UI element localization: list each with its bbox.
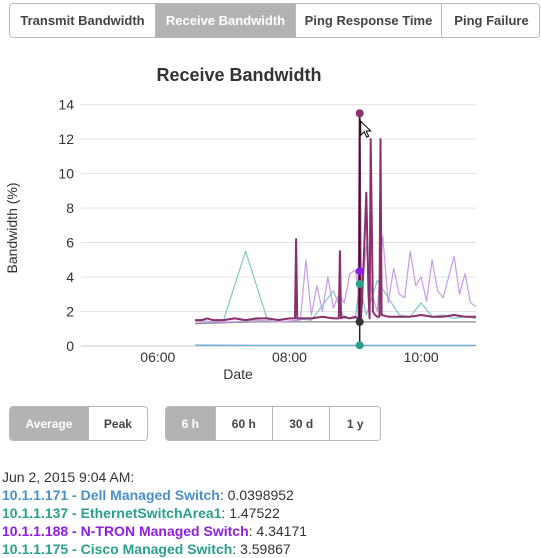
y-tick-label: 0 bbox=[66, 338, 74, 354]
x-axis-ticks: 06:00 08:00 10:00 bbox=[140, 349, 439, 365]
data-point-marker bbox=[356, 267, 364, 275]
receive-bandwidth-chart: Receive Bandwidth 0 2 4 6 8 10 12 14 06:00 08:00… bbox=[0, 50, 541, 390]
peak-button[interactable]: Peak bbox=[89, 407, 147, 440]
range-30d-button[interactable]: 30 d bbox=[273, 407, 330, 440]
y-tick-label: 12 bbox=[58, 131, 74, 147]
y-tick-label: 8 bbox=[66, 200, 74, 216]
data-point-marker bbox=[356, 341, 364, 349]
range-60h-button[interactable]: 60 h bbox=[216, 407, 273, 440]
x-axis-label: Date bbox=[223, 366, 253, 382]
readout-device: 10.1.1.171 - Dell Managed Switch bbox=[2, 487, 220, 503]
time-range-toggle: 6 h 60 h 30 d 1 y bbox=[165, 406, 381, 441]
y-tick-label: 10 bbox=[58, 166, 74, 182]
readout-timestamp: Jun 2, 2015 9:04 AM: bbox=[2, 468, 307, 486]
series-line bbox=[195, 113, 476, 320]
range-6h-button[interactable]: 6 h bbox=[166, 407, 216, 440]
tab-ping-failure[interactable]: Ping Failure bbox=[442, 4, 540, 37]
aggregation-toggle: Average Peak bbox=[9, 406, 148, 441]
y-tick-label: 4 bbox=[66, 269, 74, 285]
tab-receive-bandwidth[interactable]: Receive Bandwidth bbox=[156, 4, 296, 37]
readout-value: 1.47522 bbox=[229, 505, 280, 521]
readout-device: 10.1.1.137 - EthernetSwitchArea1 bbox=[2, 505, 221, 521]
chart-grid bbox=[81, 105, 476, 346]
chart-title: Receive Bandwidth bbox=[156, 65, 321, 85]
mouse-cursor-icon bbox=[361, 121, 371, 137]
y-axis-ticks: 0 2 4 6 8 10 12 14 bbox=[58, 97, 74, 354]
readout-row: 10.1.1.171 - Dell Managed Switch: 0.0398… bbox=[2, 486, 307, 504]
y-tick-label: 14 bbox=[58, 97, 74, 113]
readout-device: 10.1.1.175 - Cisco Managed Switch bbox=[2, 541, 232, 557]
tab-transmit-bandwidth[interactable]: Transmit Bandwidth bbox=[10, 4, 156, 37]
tooltip-readout: Jun 2, 2015 9:04 AM: 10.1.1.171 - Dell M… bbox=[2, 468, 307, 558]
readout-value: 0.0398952 bbox=[228, 487, 294, 503]
readout-row: 10.1.1.188 - N-TRON Managed Switch: 4.34… bbox=[2, 522, 307, 540]
average-button[interactable]: Average bbox=[10, 407, 89, 440]
readout-device: 10.1.1.188 - N-TRON Managed Switch bbox=[2, 523, 249, 539]
y-tick-label: 6 bbox=[66, 235, 74, 251]
data-point-marker bbox=[356, 280, 364, 288]
range-1y-button[interactable]: 1 y bbox=[330, 407, 380, 440]
x-tick-label: 06:00 bbox=[140, 349, 175, 365]
readout-row: 10.1.1.137 - EthernetSwitchArea1: 1.4752… bbox=[2, 504, 307, 522]
chart-type-tabs: Transmit Bandwidth Receive Bandwidth Pin… bbox=[9, 3, 540, 38]
readout-value: 4.34171 bbox=[256, 523, 307, 539]
data-point-marker bbox=[356, 318, 364, 326]
data-point-marker bbox=[356, 109, 364, 117]
readout-row: 10.1.1.175 - Cisco Managed Switch: 3.598… bbox=[2, 540, 307, 558]
y-axis-label: Bandwidth (%) bbox=[4, 182, 20, 273]
x-tick-label: 08:00 bbox=[272, 349, 307, 365]
readout-value: 3.59867 bbox=[240, 541, 291, 557]
y-tick-label: 2 bbox=[66, 304, 74, 320]
chart-series bbox=[195, 113, 476, 345]
tab-ping-response-time[interactable]: Ping Response Time bbox=[296, 4, 442, 37]
x-tick-label: 10:00 bbox=[404, 349, 439, 365]
